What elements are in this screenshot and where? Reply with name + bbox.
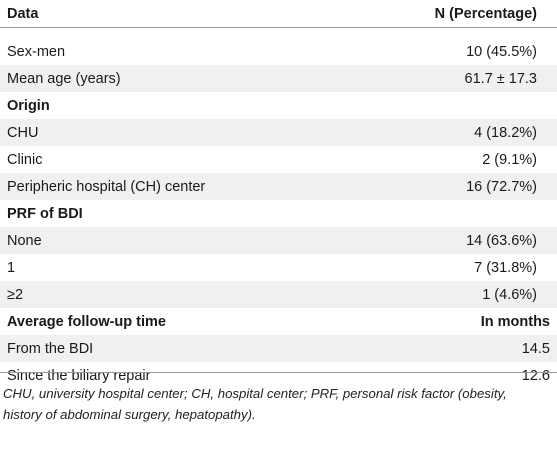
header-n-percentage: N (Percentage) bbox=[346, 0, 557, 28]
table-body: Sex-men 10 (45.5%) Mean age (years) 61.7 ± … bbox=[0, 27, 557, 389]
table-row: PRF of BDI bbox=[0, 200, 557, 227]
row-label: None bbox=[0, 227, 347, 254]
row-value: 14 (63.6%) bbox=[346, 227, 557, 254]
table-row: ≥2 1 (4.6%) bbox=[0, 281, 557, 308]
row-label: Sex-men bbox=[0, 38, 347, 65]
row-value: 16 (72.7%) bbox=[346, 173, 557, 200]
row-label: Peripheric hospital (CH) center bbox=[0, 173, 347, 200]
table-row: Since the biliary repair 12.6 bbox=[0, 362, 557, 389]
row-value: 10 (45.5%) bbox=[346, 38, 557, 65]
row-label: Clinic bbox=[0, 146, 347, 173]
row-value bbox=[346, 92, 557, 119]
row-value bbox=[346, 200, 557, 227]
spacer-row bbox=[0, 27, 557, 38]
bottom-rule bbox=[0, 372, 557, 373]
table-row: Peripheric hospital (CH) center 16 (72.7%… bbox=[0, 173, 557, 200]
header-row: Data N (Percentage) bbox=[0, 0, 557, 28]
row-value: 7 (31.8%) bbox=[346, 254, 557, 281]
row-value: 2 (9.1%) bbox=[346, 146, 557, 173]
row-value: 12.6 bbox=[346, 362, 557, 389]
row-value: 4 (18.2%) bbox=[346, 119, 557, 146]
row-value: 61.7 ± 17.3 bbox=[346, 65, 557, 92]
row-value: In months bbox=[346, 308, 557, 335]
table-row: Origin bbox=[0, 92, 557, 119]
table-row: Average follow-up time In months bbox=[0, 308, 557, 335]
row-label: Origin bbox=[0, 92, 347, 119]
data-table: Data N (Percentage) Sex-men 10 (45.5%) Mea… bbox=[0, 0, 557, 389]
table-row: Clinic 2 (9.1%) bbox=[0, 146, 557, 173]
header-data: Data bbox=[0, 0, 347, 28]
table-footnote: CHU, university hospital center; CH, hos… bbox=[3, 386, 507, 422]
table-row: Mean age (years) 61.7 ± 17.3 bbox=[0, 65, 557, 92]
table-row: CHU 4 (18.2%) bbox=[0, 119, 557, 146]
table-row: From the BDI 14.5 bbox=[0, 335, 557, 362]
row-label: Average follow-up time bbox=[0, 308, 347, 335]
row-label: From the BDI bbox=[0, 335, 347, 362]
row-label: 1 bbox=[0, 254, 347, 281]
row-label: ≥2 bbox=[0, 281, 347, 308]
row-value: 1 (4.6%) bbox=[346, 281, 557, 308]
row-value: 14.5 bbox=[346, 335, 557, 362]
row-label: Mean age (years) bbox=[0, 65, 347, 92]
row-label: Since the biliary repair bbox=[0, 362, 347, 389]
table-row: None 14 (63.6%) bbox=[0, 227, 557, 254]
row-label: CHU bbox=[0, 119, 347, 146]
row-label: PRF of BDI bbox=[0, 200, 347, 227]
table-row: Sex-men 10 (45.5%) bbox=[0, 38, 557, 65]
